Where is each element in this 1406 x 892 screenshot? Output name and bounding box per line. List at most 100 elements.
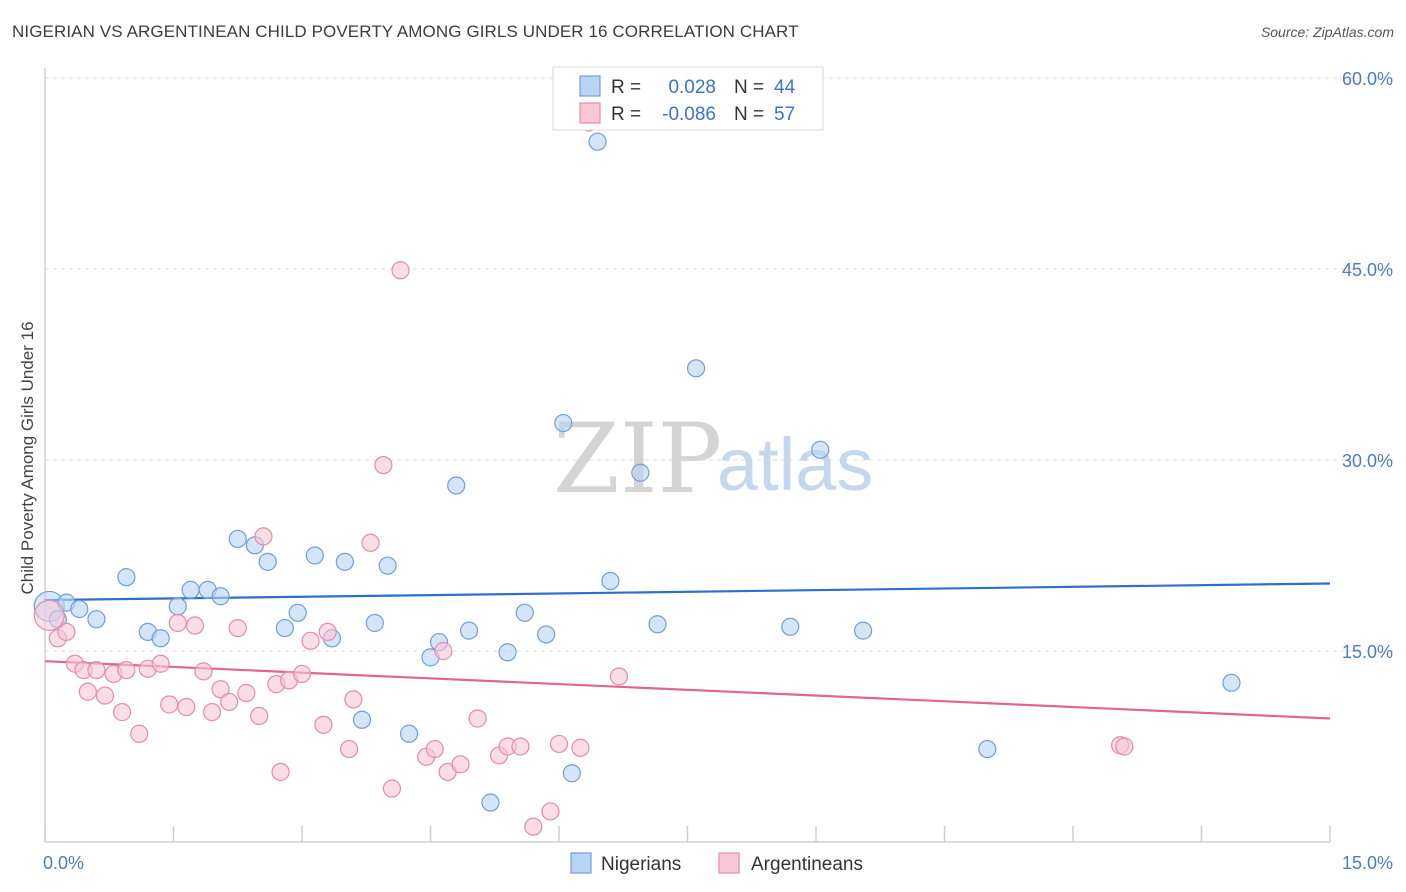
legend-swatch-argentineans	[718, 852, 740, 874]
point-argentineans	[344, 690, 363, 709]
point-nigerians	[365, 613, 384, 633]
y-tick-label: 60.0%	[1342, 69, 1393, 89]
point-argentineans	[177, 697, 196, 717]
point-nigerians	[459, 621, 479, 640]
point-argentineans	[78, 682, 97, 701]
point-nigerians	[631, 463, 650, 482]
point-argentineans	[391, 261, 410, 280]
point-nigerians	[181, 580, 200, 599]
point-nigerians	[151, 629, 170, 648]
point-argentineans	[541, 802, 560, 821]
point-argentineans	[151, 654, 170, 673]
point-argentineans	[314, 715, 333, 734]
point-nigerians	[275, 618, 294, 638]
legend-r-label: R =	[611, 104, 641, 125]
legend-n-label: N =	[734, 77, 764, 98]
point-nigerians	[335, 552, 354, 571]
tick-labels: 15.0% 30.0% 45.0% 60.0% 0.0% 15.0%	[43, 69, 1393, 873]
point-nigerians	[537, 625, 556, 644]
point-nigerians	[399, 724, 419, 743]
watermark-atlas: atlas	[717, 423, 873, 506]
point-argentineans	[33, 599, 65, 631]
watermark-zip: ZIP	[553, 403, 722, 515]
point-nigerians	[498, 643, 517, 662]
x-tick-label: 0.0%	[43, 853, 84, 873]
y-tick-label: 30.0%	[1342, 451, 1393, 471]
point-argentineans	[202, 703, 222, 722]
point-argentineans	[117, 660, 136, 680]
point-argentineans	[95, 686, 115, 705]
point-argentineans	[228, 618, 247, 638]
point-argentineans	[160, 695, 179, 714]
point-argentineans	[374, 455, 393, 475]
point-nigerians	[117, 568, 136, 587]
point-argentineans	[340, 739, 359, 759]
point-nigerians	[87, 610, 106, 629]
point-nigerians	[515, 603, 534, 622]
point-argentineans	[57, 622, 76, 642]
point-argentineans	[609, 667, 629, 686]
point-argentineans	[524, 817, 543, 836]
point-nigerians	[168, 597, 187, 616]
point-nigerians	[481, 793, 500, 812]
point-argentineans	[301, 631, 320, 650]
point-argentineans	[211, 680, 230, 699]
point-argentineans	[451, 755, 470, 774]
grid-lines	[45, 77, 1395, 652]
point-nigerians	[378, 556, 397, 575]
y-tick-label: 45.0%	[1342, 260, 1393, 280]
point-argentineans	[382, 779, 402, 798]
point-argentineans	[168, 613, 187, 633]
point-argentineans	[549, 734, 569, 754]
point-nigerians	[1222, 673, 1241, 692]
point-nigerians	[228, 529, 247, 549]
point-nigerians	[648, 615, 667, 634]
legend-swatch-nigerians	[579, 75, 601, 97]
point-nigerians	[211, 587, 230, 606]
point-argentineans	[511, 737, 530, 756]
point-argentineans	[318, 622, 337, 642]
point-nigerians	[70, 599, 89, 619]
point-nigerians	[562, 764, 581, 783]
point-argentineans	[571, 738, 590, 757]
point-argentineans	[87, 660, 106, 680]
chart-title: NIGERIAN VS ARGENTINEAN CHILD POVERTY AM…	[12, 22, 799, 41]
point-nigerians	[588, 132, 607, 151]
point-nigerians	[258, 552, 277, 571]
legend-n-value-nigerians: 44	[774, 77, 796, 98]
point-argentineans	[1115, 737, 1134, 756]
series-legend: Nigerians Argentineans	[570, 852, 863, 875]
legend-r-value-argentineans: -0.086	[662, 104, 716, 125]
point-nigerians	[854, 621, 873, 640]
trend-line-nigerians	[44, 582, 1331, 602]
source-label: Source: ZipAtlas.com	[1260, 24, 1394, 40]
point-argentineans	[271, 762, 290, 782]
point-argentineans	[130, 724, 149, 743]
point-nigerians	[554, 413, 573, 433]
point-nigerians	[305, 546, 324, 565]
legend-swatch-argentineans	[579, 102, 601, 124]
data-points	[33, 103, 1241, 836]
point-nigerians	[601, 571, 620, 591]
point-argentineans	[185, 616, 205, 635]
point-argentineans	[361, 533, 380, 552]
point-argentineans	[112, 703, 132, 722]
axes	[44, 68, 1331, 843]
y-tick-label: 15.0%	[1342, 642, 1393, 662]
trend-line-argentineans	[44, 660, 1331, 720]
point-nigerians	[781, 617, 800, 636]
legend-r-value-nigerians: 0.028	[668, 77, 716, 98]
point-argentineans	[468, 709, 487, 728]
point-nigerians	[686, 359, 706, 378]
point-nigerians	[288, 603, 307, 622]
point-argentineans	[292, 664, 312, 684]
legend-n-value-argentineans: 57	[774, 104, 795, 125]
legend-n-label: N =	[734, 104, 764, 125]
point-argentineans	[425, 739, 444, 759]
point-nigerians	[352, 710, 372, 729]
y-axis-label: Child Poverty Among Girls Under 16	[18, 321, 37, 594]
point-argentineans	[220, 692, 239, 712]
legend-swatch-nigerians	[570, 852, 592, 874]
trend-lines	[44, 582, 1331, 720]
